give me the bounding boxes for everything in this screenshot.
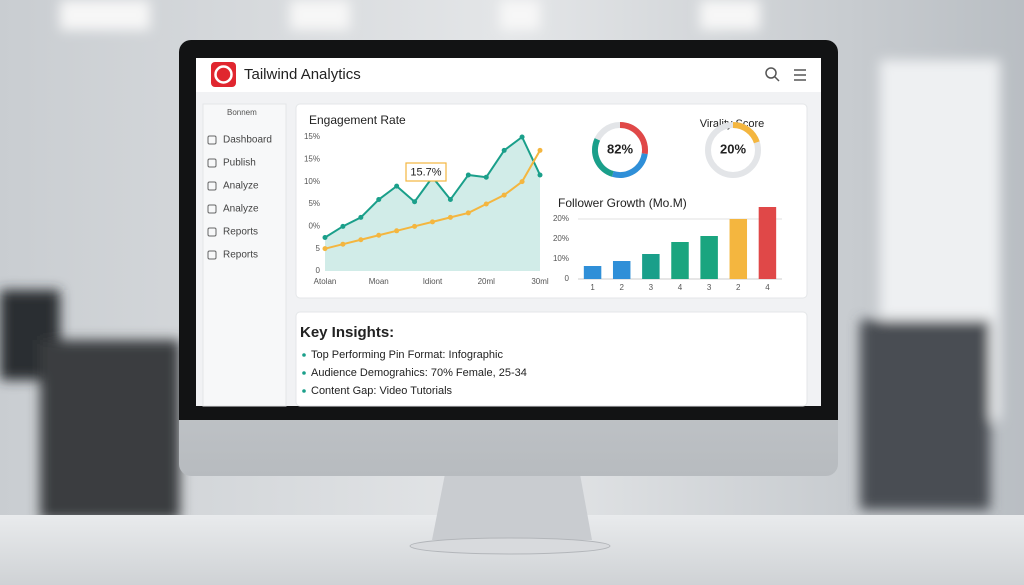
- nav-item[interactable]: Dashboard: [223, 135, 272, 146]
- x-tick-label: 3: [707, 283, 712, 292]
- point: [465, 210, 471, 216]
- point: [340, 223, 346, 229]
- x-tick-label: 2: [736, 283, 741, 292]
- bullet: [302, 353, 306, 357]
- sidebar-section: Bonnem: [227, 108, 257, 117]
- nav-item[interactable]: Publish: [223, 158, 256, 169]
- bar: [758, 207, 777, 279]
- x-tick-label: 4: [765, 283, 770, 292]
- point: [376, 232, 382, 238]
- bar: [700, 236, 718, 279]
- nav-item[interactable]: Analyze: [223, 204, 259, 215]
- point: [376, 197, 382, 203]
- x-tick-label: Moan: [369, 277, 389, 286]
- nav-item[interactable]: Reports: [223, 250, 258, 261]
- y-tick-label: 20%: [553, 214, 569, 223]
- insights-panel: [295, 311, 808, 407]
- point: [447, 197, 453, 203]
- gauge-label: 82%: [607, 141, 633, 156]
- point: [358, 237, 364, 243]
- insight-item: Content Gap: Video Tutorials: [311, 385, 453, 397]
- y-tick-label: 5%: [308, 199, 320, 208]
- point: [501, 147, 507, 153]
- point: [483, 174, 489, 180]
- monitor-base: [409, 537, 611, 555]
- annotation-box: [405, 162, 447, 182]
- point: [322, 246, 328, 252]
- bar: [729, 219, 748, 279]
- point: [358, 214, 364, 220]
- bar: [671, 242, 689, 279]
- menu-icon[interactable]: [794, 69, 806, 81]
- x-tick-label: 2: [619, 283, 624, 292]
- point: [465, 172, 471, 178]
- bullet: [302, 389, 306, 393]
- point: [537, 147, 543, 153]
- insight-item: Top Performing Pin Format: Infographic: [311, 349, 503, 361]
- y-tick-label: 10%: [304, 177, 320, 186]
- nav-item[interactable]: Reports: [223, 227, 258, 238]
- x-tick-label: Idiont: [423, 277, 443, 286]
- office-blur: [0, 0, 1000, 520]
- y-tick-label: 0%: [308, 221, 320, 230]
- x-tick-label: 30ml: [531, 277, 549, 286]
- x-tick-label: 20ml: [478, 277, 496, 286]
- bar: [612, 261, 631, 279]
- search-icon-handle[interactable]: [774, 76, 780, 82]
- gauge-arc: [592, 138, 614, 177]
- point: [394, 183, 400, 189]
- x-tick-label: 4: [678, 283, 683, 292]
- y-tick-label: 20%: [553, 234, 569, 243]
- y-tick-label: 15%: [304, 132, 320, 141]
- point: [412, 223, 418, 229]
- gauge-label: 20%: [720, 141, 746, 156]
- sidebar: [202, 103, 287, 407]
- bar: [583, 266, 602, 279]
- point: [322, 235, 328, 240]
- y-tick-label: 10%: [553, 254, 569, 263]
- y-tick-label: 15%: [304, 154, 320, 163]
- y-tick-label: 0: [316, 266, 321, 275]
- annotation: 15.7%: [410, 166, 441, 178]
- bullet: [302, 371, 306, 375]
- gauge-arc: [619, 122, 648, 155]
- point: [412, 199, 418, 205]
- point: [501, 192, 507, 198]
- gauge-arc: [732, 122, 760, 144]
- point: [340, 241, 346, 247]
- point: [519, 134, 525, 140]
- app-header: [196, 58, 821, 92]
- chart-title: Engagement Rate: [309, 113, 406, 127]
- point: [447, 214, 453, 220]
- search-icon[interactable]: [765, 67, 777, 79]
- x-tick-label: 1: [590, 283, 595, 292]
- nav-icon[interactable]: [207, 250, 217, 260]
- point: [483, 201, 489, 207]
- nav-item[interactable]: Analyze: [223, 181, 259, 192]
- chart-title: Follower Growth (Mo.M): [558, 196, 687, 210]
- point: [394, 228, 400, 234]
- point: [430, 219, 435, 225]
- bar: [642, 254, 660, 279]
- point: [519, 179, 525, 185]
- monitor-stand: [432, 474, 592, 540]
- nav-icon[interactable]: [207, 204, 217, 214]
- x-tick-label: 3: [649, 283, 654, 292]
- y-tick-label: 0: [565, 274, 570, 283]
- nav-icon[interactable]: [207, 158, 217, 168]
- point: [537, 172, 543, 178]
- nav-icon[interactable]: [207, 227, 217, 237]
- logo-mark: [214, 65, 233, 84]
- app-title: Tailwind Analytics: [244, 66, 361, 83]
- nav-icon[interactable]: [207, 135, 217, 145]
- insight-item: Audience Demograhics: 70% Female, 25-34: [311, 367, 527, 379]
- y-tick-label: 5: [316, 244, 321, 253]
- insights-title: Key Insights:: [300, 324, 394, 341]
- x-tick-label: Atolan: [314, 277, 337, 286]
- nav-icon[interactable]: [207, 181, 217, 191]
- gauge-arc: [611, 153, 648, 178]
